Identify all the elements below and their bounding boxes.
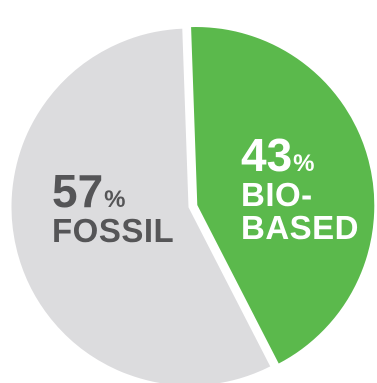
pie-slice-fossil (8, 25, 274, 383)
slice-value-number: 57 (52, 165, 104, 217)
slice-name-fossil: FOSSIL (52, 212, 175, 249)
slice-name-bio-line-2: BASED (241, 209, 360, 246)
slice-label-fossil: 57% FOSSIL (52, 168, 174, 247)
slice-name-bio-line-1: BIO- (241, 176, 313, 213)
slice-label-bio-based: 43% BIO- BASED (241, 132, 359, 244)
slice-value-fossil: 57% (52, 168, 174, 214)
slice-value-unit: % (293, 150, 315, 177)
slice-value-bio-based: 43% (241, 132, 359, 178)
slice-value-unit: % (104, 186, 126, 213)
slice-value-number: 43 (241, 129, 293, 181)
pie-slice-bio-based (188, 24, 377, 368)
